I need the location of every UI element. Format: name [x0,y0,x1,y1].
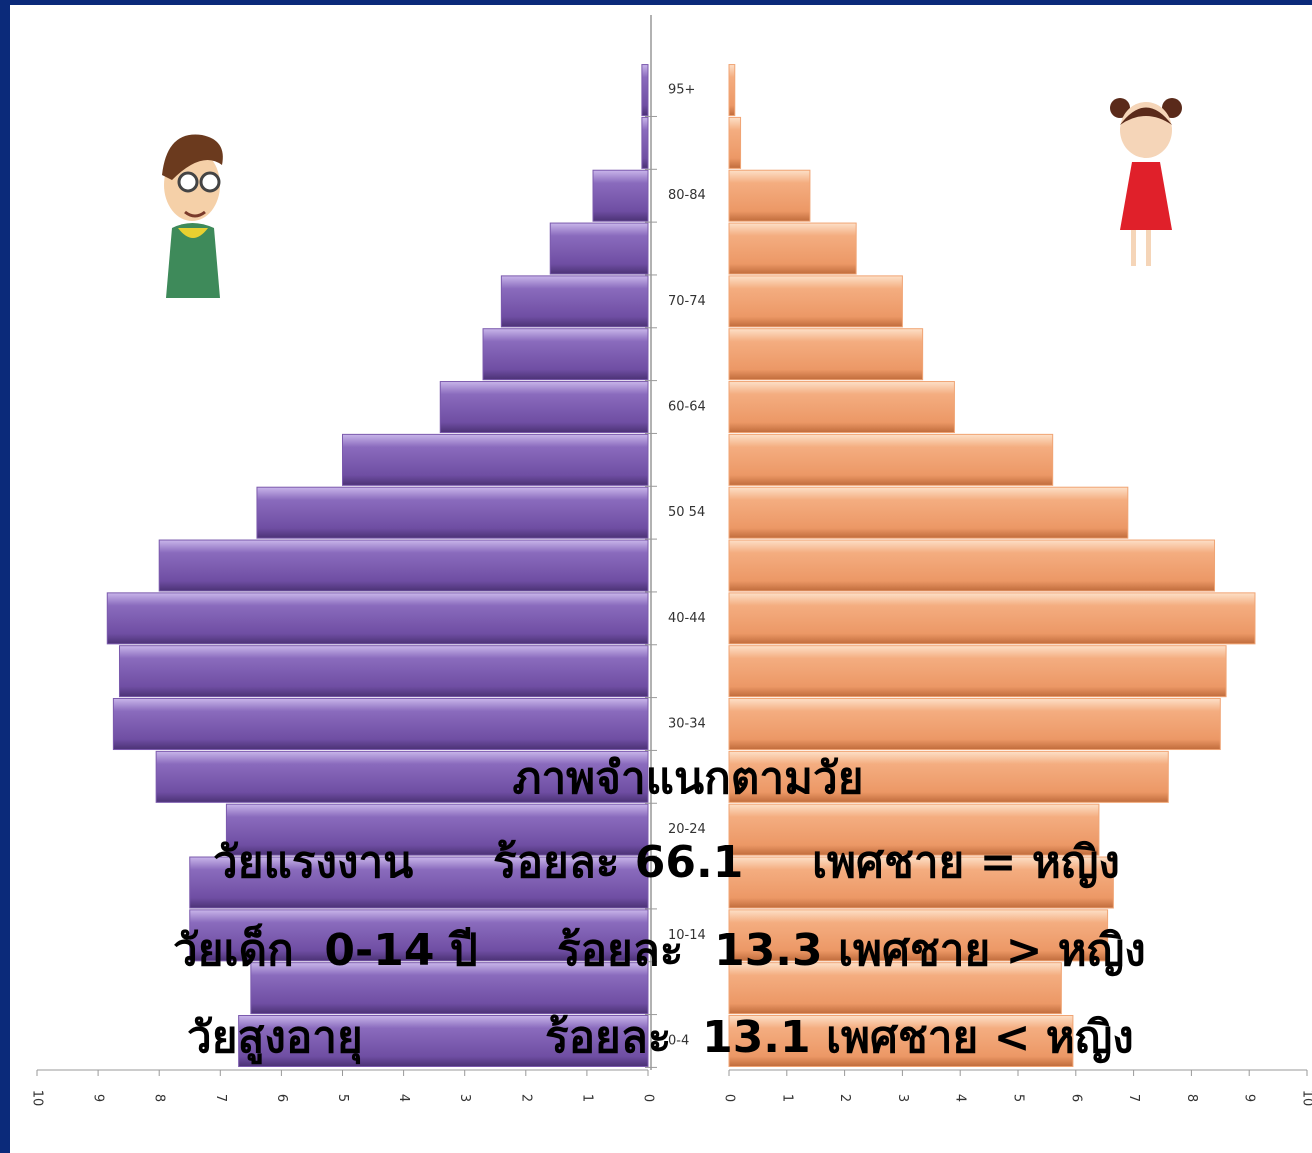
bar [482,328,649,381]
annotation: วัยแรงงาน [213,837,413,888]
x-tick-label: 10 [1300,1090,1312,1107]
bar [728,909,1109,962]
x-tick-label: 8 [1184,1094,1199,1102]
bar [728,381,955,434]
bar [728,592,1256,645]
bar [728,698,1221,751]
x-tick-label: 7 [213,1094,228,1102]
bar [592,169,649,222]
bar [439,381,649,434]
x-tick-label: 8 [152,1094,167,1102]
bar [250,962,649,1015]
annotation: ร้อยละ 66.1 [493,837,743,888]
bar [728,486,1129,539]
x-tick-label: 3 [457,1094,472,1102]
y-tick-label: 80-84 [668,188,706,203]
x-tick-label: 4 [953,1094,968,1102]
bar [728,169,811,222]
bar [728,116,742,169]
bar [728,275,903,328]
x-tick-label: 6 [1068,1094,1083,1102]
bar [728,328,924,381]
bar [106,592,649,645]
x-tick-label: 2 [837,1094,852,1102]
annotation: ร้อยละ 13.3 เพศชาย > หญิง [557,925,1146,976]
bar [728,750,1169,803]
y-tick-label: 40-44 [668,611,706,626]
x-tick-label: 0 [641,1094,656,1102]
x-tick-label: 10 [30,1090,45,1107]
bar [641,64,649,117]
bar [549,222,649,275]
bar [728,645,1227,698]
bar [641,116,649,169]
x-tick-label: 1 [579,1094,594,1102]
x-tick-label: 9 [91,1094,106,1102]
x-tick-label: 6 [274,1094,289,1102]
x-tick-label: 4 [396,1094,411,1102]
y-tick-label: 10-14 [668,928,706,943]
y-tick-label: 70-74 [668,294,706,309]
x-tick-label: 9 [1242,1094,1257,1102]
girl-illustration [1110,98,1182,266]
y-tick-label: 20-24 [668,822,706,837]
annotation: วัยเด็ก 0-14 ปี [173,923,478,976]
bar [728,539,1216,592]
bar [225,803,649,856]
annotation: ร้อยละ 13.1 เพศชาย < หญิง [545,1012,1134,1063]
bar [155,750,649,803]
bar [238,1015,649,1067]
x-tick-label: 0 [722,1094,737,1102]
bar [728,856,1114,909]
boy-illustration [162,134,223,298]
annotation: เพศชาย = หญิง [812,837,1120,888]
x-tick-label: 1 [779,1094,794,1102]
bar [728,433,1054,486]
y-tick-label: 0-4 [668,1034,689,1049]
y-tick-label: 95+ [668,83,695,98]
bar [256,486,649,539]
bar [728,803,1100,856]
y-tick-label: 60-64 [668,400,706,415]
annotation: วัยสูงอายุ [187,1012,363,1065]
y-tick-label: 30-34 [668,717,706,732]
bar [118,645,649,698]
bar [728,1015,1074,1067]
bar [728,962,1062,1015]
bar [112,698,649,751]
x-tick-label: 5 [335,1094,350,1102]
bar [728,222,857,275]
annotation-title: ภาพจำแนกตามวัย [512,753,863,804]
bar [158,539,649,592]
x-tick-label: 3 [895,1094,910,1102]
y-tick-label: 50 54 [668,505,705,520]
top-border [0,0,1312,5]
bar [342,433,649,486]
x-tick-label: 2 [518,1094,533,1102]
x-tick-label: 5 [1011,1094,1026,1102]
bar [500,275,649,328]
bar [189,909,649,962]
bar [728,64,736,117]
bar [189,856,649,909]
left-border [0,0,10,1153]
x-tick-label: 7 [1126,1094,1141,1102]
